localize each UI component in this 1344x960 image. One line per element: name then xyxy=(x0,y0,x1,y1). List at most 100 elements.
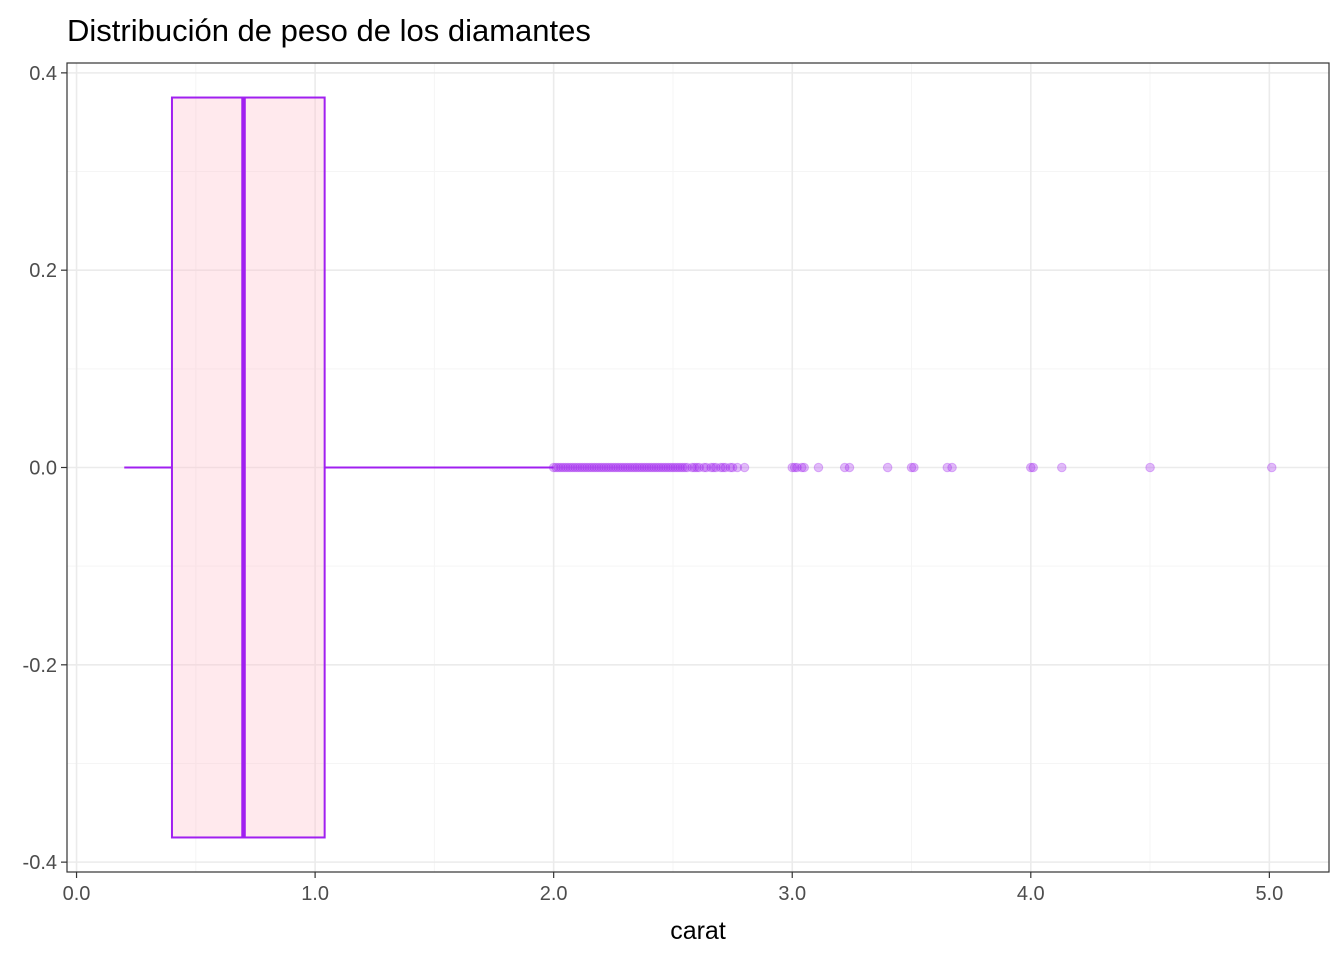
outlier-point xyxy=(603,462,614,473)
outlier-point xyxy=(663,462,673,473)
outlier-point xyxy=(706,462,716,473)
outlier-point xyxy=(577,462,588,473)
outlier-point xyxy=(660,462,671,473)
outlier-point xyxy=(701,462,712,473)
outlier-point xyxy=(708,462,719,473)
outlier-point xyxy=(727,462,738,473)
x-tick-label: 3.0 xyxy=(778,883,806,905)
outlier-point xyxy=(694,462,704,473)
outlier-point xyxy=(675,462,685,473)
outlier-point xyxy=(692,462,702,473)
outlier-point xyxy=(641,462,652,473)
x-tick-label: 5.0 xyxy=(1255,883,1283,905)
outlier-point xyxy=(637,462,647,473)
outlier-point xyxy=(606,462,616,473)
outlier-point xyxy=(563,462,573,473)
outlier-point xyxy=(625,462,635,473)
outlier-point xyxy=(670,462,681,473)
outlier-point xyxy=(682,462,693,473)
outlier-point xyxy=(618,462,628,473)
outlier-point xyxy=(796,462,807,473)
outlier-point xyxy=(591,462,602,473)
outlier-point xyxy=(627,462,638,473)
outlier-point xyxy=(560,462,571,473)
outlier-point xyxy=(942,462,953,473)
outlier-point xyxy=(739,462,750,473)
outlier-point xyxy=(548,462,559,473)
y-tick-label: 0.2 xyxy=(29,260,57,282)
outlier-point xyxy=(601,462,611,473)
outlier-point xyxy=(613,462,623,473)
axes: 0.0 1.0 2.0 3.0 4.0 5.0 -0.4 -0.2 0.0 0.2 0.4 xyxy=(23,63,1284,905)
outlier-point xyxy=(787,462,798,473)
chart-title: Distribución de peso de los diamantes xyxy=(67,13,591,48)
outlier-point xyxy=(582,462,592,473)
outlier-point xyxy=(947,462,957,473)
outlier-point xyxy=(615,462,626,473)
y-tick-label: 0.0 xyxy=(29,458,57,480)
outlier-point xyxy=(839,462,850,473)
y-tick-label: -0.4 xyxy=(23,852,57,874)
x-tick-label: 2.0 xyxy=(540,883,568,905)
outlier-point xyxy=(653,462,664,473)
boxplot xyxy=(124,96,554,839)
outlier-point xyxy=(1057,462,1067,473)
outlier-point xyxy=(620,462,631,473)
outlier-point xyxy=(668,462,678,473)
outlier-point xyxy=(649,462,659,473)
outlier-point xyxy=(651,462,662,473)
outlier-point xyxy=(1145,462,1155,473)
outlier-point xyxy=(1028,462,1038,473)
x-tick-label: 4.0 xyxy=(1017,883,1045,905)
outlier-point xyxy=(646,462,657,473)
outlier-point xyxy=(629,462,640,473)
outlier-point xyxy=(565,462,576,473)
outlier-point xyxy=(556,462,566,473)
grid-lines xyxy=(67,63,1329,872)
outlier-point xyxy=(644,462,654,473)
outlier-point xyxy=(882,462,893,473)
outlier-point xyxy=(551,462,561,473)
outlier-point xyxy=(689,462,700,473)
outlier-point xyxy=(725,462,736,473)
x-tick-label: 0.0 xyxy=(63,883,91,905)
outlier-point xyxy=(639,462,650,473)
outlier-point xyxy=(1266,462,1277,473)
outlier-point xyxy=(598,462,609,473)
outlier-point xyxy=(632,462,642,473)
outlier-point xyxy=(584,462,595,473)
outlier-point xyxy=(687,462,697,473)
outlier-point xyxy=(608,462,619,473)
outlier-point xyxy=(699,462,709,473)
outlier-point xyxy=(715,462,726,473)
outlier-point xyxy=(792,462,802,473)
y-tick-label: -0.2 xyxy=(23,655,57,677)
outlier-point xyxy=(622,462,633,473)
outlier-point xyxy=(634,462,645,473)
outlier-point xyxy=(1025,462,1036,473)
outlier-point xyxy=(594,462,604,473)
outlier-point xyxy=(558,462,569,473)
outlier-point xyxy=(718,462,728,473)
outlier-point xyxy=(658,462,669,473)
outlier-point xyxy=(656,462,666,473)
outlier-point xyxy=(567,462,578,473)
outlier-point xyxy=(575,462,585,473)
outlier-point xyxy=(587,462,597,473)
outlier-point xyxy=(672,462,683,473)
outlier-point xyxy=(596,462,607,473)
y-tick-label: 0.4 xyxy=(29,63,57,85)
outlier-point xyxy=(677,462,688,473)
outlier-point xyxy=(553,462,564,473)
outlier-point xyxy=(711,462,721,473)
outlier-point xyxy=(680,462,690,473)
outlier-point xyxy=(844,462,855,473)
outlier-point xyxy=(909,462,919,473)
outlier-point xyxy=(579,462,590,473)
outlier-point xyxy=(720,462,731,473)
outlier-point xyxy=(732,462,743,473)
outlier-point xyxy=(572,462,583,473)
outlier-point xyxy=(665,462,676,473)
x-tick-label: 1.0 xyxy=(301,883,329,905)
